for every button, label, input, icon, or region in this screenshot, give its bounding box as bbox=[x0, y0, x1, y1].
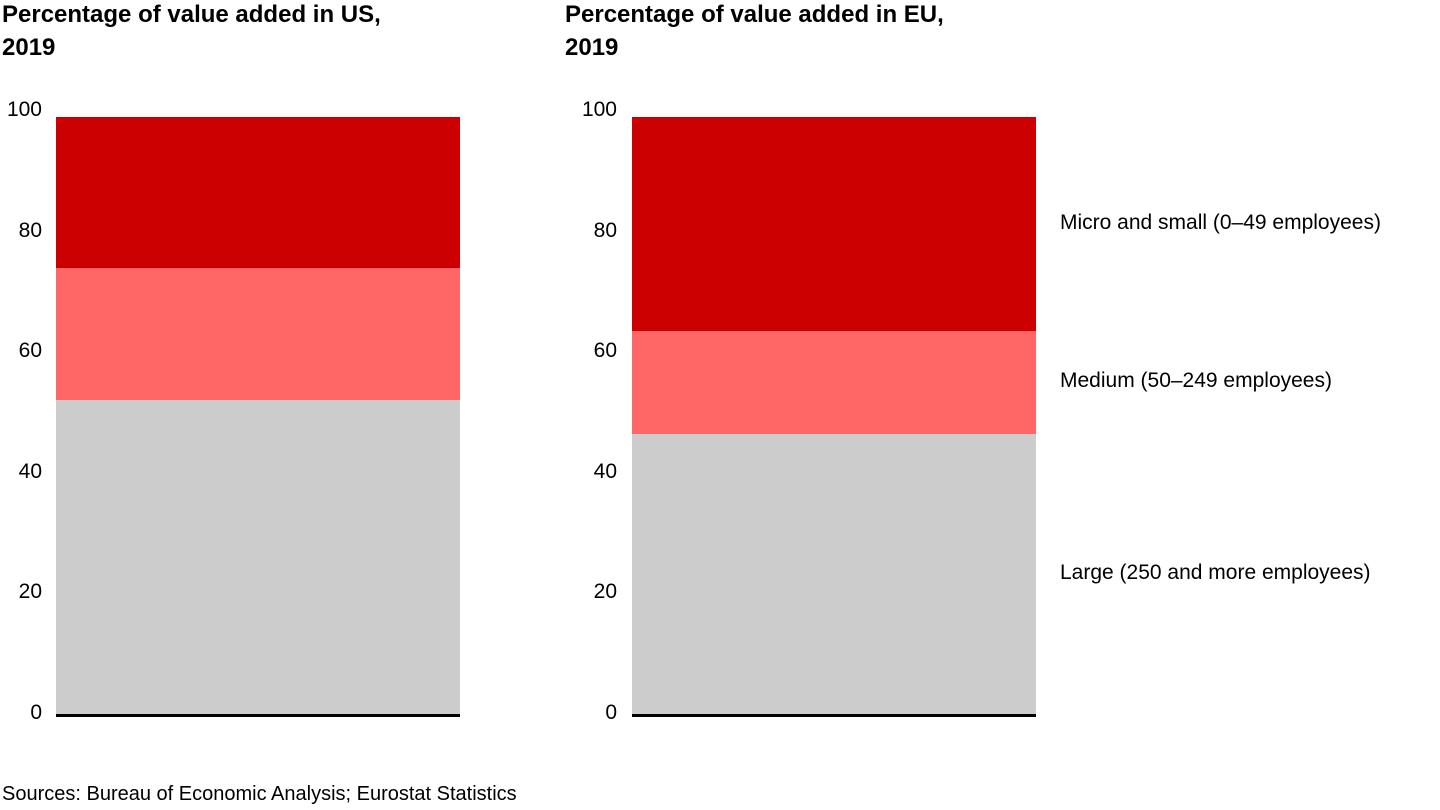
chart-title-eu: Percentage of value added in EU, 2019 bbox=[565, 1, 944, 61]
bar-segment-large-us bbox=[56, 400, 460, 714]
y-tick-label-eu: 60 bbox=[593, 339, 617, 362]
y-tick-label-eu: 0 bbox=[605, 701, 617, 724]
x-axis-line-us bbox=[56, 714, 460, 717]
y-tick-label-eu: 40 bbox=[593, 460, 617, 483]
y-tick-label-us: 0 bbox=[30, 701, 42, 724]
bar-segment-micro-small-eu bbox=[632, 117, 1036, 332]
bar-segment-micro-small-us bbox=[56, 117, 460, 268]
source-note: Sources: Bureau of Economic Analysis; Eu… bbox=[2, 783, 517, 805]
bar-segment-large-eu bbox=[632, 433, 1036, 714]
x-axis-line-eu bbox=[632, 714, 1036, 717]
bar-segment-medium-us bbox=[56, 267, 460, 401]
bar-segment-medium-eu bbox=[632, 331, 1036, 434]
segment-label-medium: Medium (50–249 employees) bbox=[1060, 369, 1332, 392]
segment-label-large: Large (250 and more employees) bbox=[1060, 561, 1371, 584]
y-tick-label-us: 20 bbox=[18, 580, 42, 603]
y-tick-label-eu: 20 bbox=[593, 580, 617, 603]
y-tick-label-us: 60 bbox=[18, 339, 42, 362]
y-tick-label-us: 80 bbox=[18, 219, 42, 242]
y-tick-label-eu: 80 bbox=[593, 219, 617, 242]
y-tick-label-eu: 100 bbox=[581, 98, 617, 121]
y-tick-label-us: 100 bbox=[6, 98, 42, 121]
y-tick-label-us: 40 bbox=[18, 460, 42, 483]
chart-title-us: Percentage of value added in US, 2019 bbox=[2, 1, 381, 61]
segment-label-micro-small: Micro and small (0–49 employees) bbox=[1060, 211, 1381, 234]
